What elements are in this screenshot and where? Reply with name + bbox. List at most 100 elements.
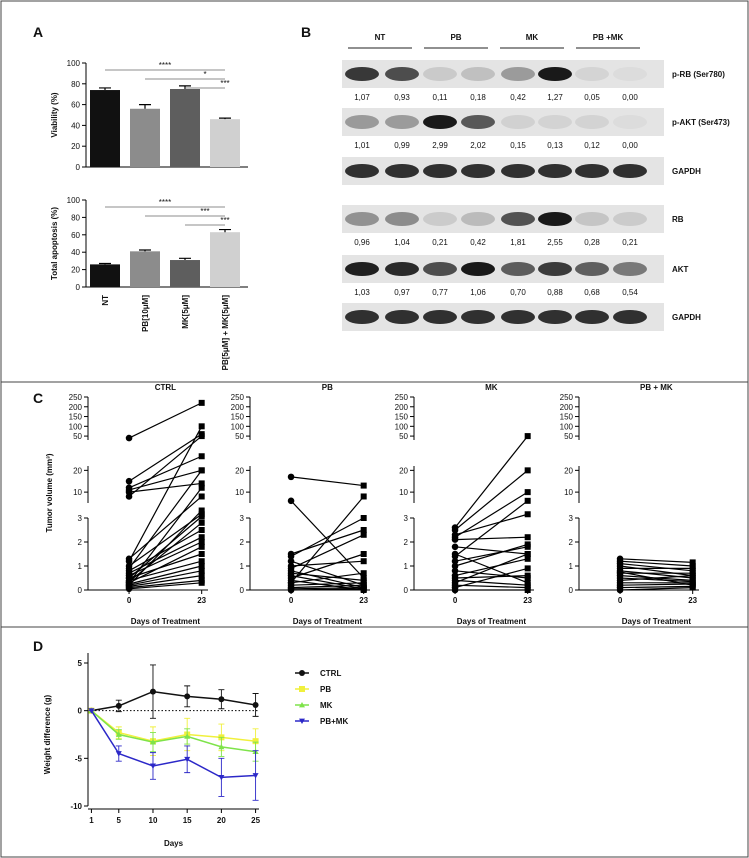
- tumor-point: [524, 555, 531, 562]
- x-tick-label: 20: [217, 816, 226, 825]
- error-bar: [99, 87, 111, 91]
- data-point: [252, 701, 259, 708]
- protein-band: [385, 115, 419, 129]
- tumor-point: [689, 559, 696, 566]
- tumor-point: [198, 423, 205, 430]
- legend-marker: [299, 718, 305, 724]
- tumor-point: [125, 486, 133, 494]
- band-quantification: 0,21: [432, 238, 448, 247]
- protein-band: [575, 67, 609, 81]
- chart-title: MK: [485, 383, 498, 392]
- band-quantification: 2,55: [547, 238, 563, 247]
- blot-row-label: RB: [672, 215, 684, 224]
- legend-label: MK: [320, 701, 333, 710]
- protein-band: [538, 310, 572, 324]
- tumor-point: [360, 570, 367, 577]
- protein-band: [345, 262, 379, 276]
- y-tick-label: 150: [231, 413, 245, 422]
- protein-band: [423, 67, 457, 81]
- protein-band: [461, 310, 495, 324]
- data-point: [184, 756, 191, 763]
- tumor-point: [125, 565, 133, 572]
- tumor-point: [524, 534, 531, 541]
- data-point: [184, 733, 191, 739]
- tumor-point: [360, 577, 367, 584]
- protein-band: [385, 212, 419, 226]
- tumor-line: [620, 560, 693, 567]
- tumor-point: [287, 497, 295, 505]
- tumor-point: [198, 572, 205, 579]
- tumor-line: [290, 517, 364, 557]
- tumor-point: [524, 433, 531, 440]
- tumor-line: [128, 496, 203, 560]
- band-quantification: 2,02: [470, 141, 486, 150]
- y-tick-label: 3: [404, 514, 409, 523]
- tumor-line: [128, 482, 202, 493]
- series-line: [90, 710, 256, 753]
- protein-band: [538, 67, 572, 81]
- tumor-point: [524, 541, 531, 548]
- tumor-line: [620, 577, 693, 583]
- band-quantification: 0,13: [547, 141, 563, 150]
- y-tick-label: 3: [569, 514, 574, 523]
- protein-band: [345, 212, 379, 226]
- panel-label: D: [33, 638, 43, 654]
- band-quantification: 0,42: [510, 93, 526, 102]
- protein-band: [575, 212, 609, 226]
- y-tick-label: 200: [231, 403, 245, 412]
- lane-group-label: PB +MK: [593, 33, 624, 42]
- y-tick-label: 100: [231, 422, 245, 431]
- protein-band: [423, 164, 457, 178]
- bar: [90, 264, 120, 287]
- y-tick-label: -5: [75, 754, 83, 763]
- protein-band: [501, 67, 535, 81]
- bar: [170, 260, 200, 287]
- tumor-line: [455, 536, 528, 541]
- tumor-line: [619, 563, 693, 572]
- error-bar: [139, 104, 151, 109]
- blot-row-label: p-RB (Ser780): [672, 70, 725, 79]
- y-tick-label: 1: [240, 562, 245, 571]
- y-tick-label: 20: [73, 466, 82, 475]
- tumor-point: [125, 434, 133, 442]
- y-tick-label: 60: [71, 101, 80, 110]
- category-label: MK[5μM]: [181, 295, 190, 329]
- y-tick-label: 0: [76, 163, 81, 172]
- blot-strip: [342, 108, 664, 136]
- tumor-line: [128, 522, 203, 583]
- lane-group-label: PB: [450, 33, 461, 42]
- protein-band: [538, 164, 572, 178]
- band-quantification: 1,81: [510, 238, 526, 247]
- legend-label: PB+MK: [320, 717, 348, 726]
- protein-band: [461, 67, 495, 81]
- y-tick-label: 150: [69, 413, 83, 422]
- tumor-line: [128, 541, 202, 577]
- tumor-point: [198, 527, 205, 533]
- x-tick-label: 5: [117, 816, 122, 825]
- legend-label: CTRL: [320, 669, 341, 678]
- tumor-line: [620, 585, 693, 589]
- protein-band: [613, 115, 647, 129]
- y-tick-label: 3: [78, 514, 83, 523]
- tumor-line: [291, 584, 364, 589]
- data-point: [115, 751, 122, 757]
- tumor-line: [454, 546, 528, 555]
- protein-band: [345, 164, 379, 178]
- tumor-point: [360, 558, 367, 565]
- y-tick-label: 20: [71, 266, 80, 275]
- tumor-line: [619, 565, 693, 577]
- tumor-line: [128, 402, 202, 439]
- protein-band: [423, 115, 457, 129]
- y-tick-label: 150: [560, 413, 574, 422]
- tumor-point: [451, 562, 459, 570]
- tumor-point: [524, 467, 531, 474]
- tumor-point: [451, 586, 459, 594]
- tumor-point: [125, 569, 133, 577]
- y-tick-label: 2: [569, 538, 574, 547]
- data-point: [218, 775, 225, 781]
- tumor-point: [451, 543, 459, 551]
- y-tick-label: 100: [69, 422, 83, 431]
- data-point: [218, 696, 225, 703]
- panel-label: C: [33, 390, 43, 406]
- data-point: [252, 773, 259, 779]
